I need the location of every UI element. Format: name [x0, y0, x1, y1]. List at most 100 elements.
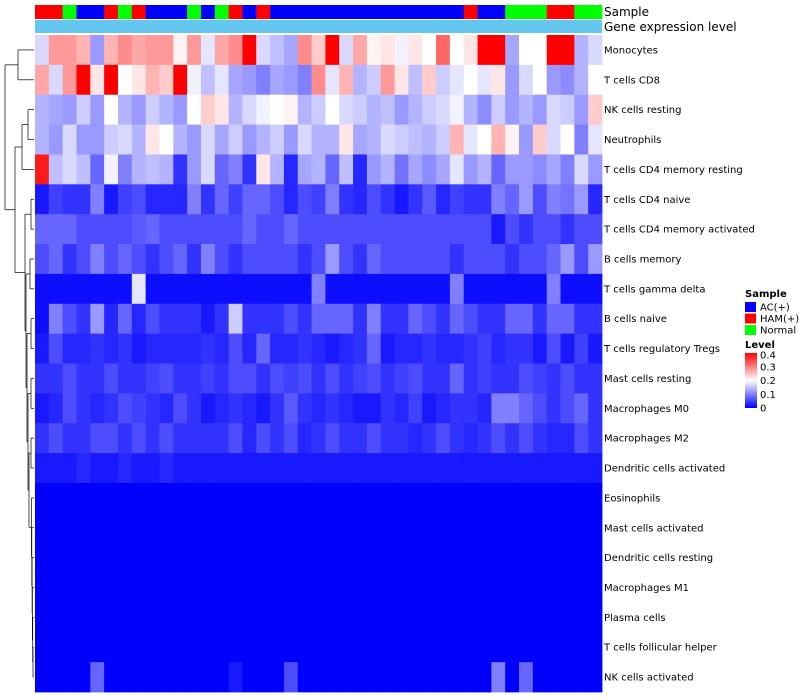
heatmap-cell — [228, 35, 243, 66]
heatmap-cell — [380, 244, 395, 275]
heatmap-cell — [588, 184, 603, 215]
legend-level-colorbar — [745, 353, 757, 408]
heatmap-cell — [436, 363, 451, 394]
heatmap-cell — [283, 393, 299, 424]
heatmap-cell — [339, 124, 354, 155]
heatmap-cell — [366, 363, 382, 394]
heatmap-cell — [159, 273, 174, 305]
heatmap-cell — [297, 632, 312, 663]
heatmap-cell — [117, 542, 133, 573]
heatmap-cell — [532, 184, 548, 215]
heatmap-cell — [325, 64, 340, 96]
sample-annotation-cell — [491, 5, 506, 19]
heatmap-cell — [574, 393, 589, 424]
heatmap-cell — [242, 35, 257, 66]
heatmap-cell — [546, 512, 561, 544]
heatmap-cell — [532, 662, 548, 693]
heatmap-cell — [62, 154, 77, 185]
heatmap-cell — [76, 333, 91, 364]
heatmap-cell — [588, 482, 603, 514]
heatmap-cell — [256, 214, 271, 245]
row-label: Dendritic cells activated — [604, 464, 725, 475]
heatmap-cell — [117, 35, 133, 66]
row-label: T cells CD4 memory resting — [603, 165, 743, 176]
heatmap-cell — [90, 244, 105, 275]
heatmap-cell — [76, 662, 91, 693]
heatmap-cell — [283, 214, 299, 245]
heatmap-cell — [560, 453, 575, 484]
heatmap-cell — [366, 512, 382, 544]
heatmap-cell — [394, 572, 409, 603]
heatmap-cell — [76, 94, 91, 125]
heatmap-cell — [283, 482, 299, 514]
heatmap-cell — [560, 363, 575, 394]
heatmap-cell — [408, 333, 423, 364]
heatmap-cell — [491, 572, 506, 603]
heatmap-cell — [366, 542, 382, 573]
heatmap-cell — [35, 94, 50, 125]
sample-annotation-cell — [339, 5, 354, 19]
heatmap-cell — [62, 273, 77, 305]
heatmap-cell — [422, 214, 437, 245]
heatmap-cell — [574, 273, 589, 305]
heatmap-cell — [200, 333, 216, 364]
heatmap-cell — [463, 393, 478, 424]
heatmap-cell — [477, 453, 492, 484]
row-label: T cells CD4 naive — [603, 195, 690, 206]
heatmap-cell — [297, 154, 312, 185]
heatmap-cell — [394, 482, 409, 514]
heatmap-cell — [187, 363, 202, 394]
heatmap-cell — [546, 35, 561, 66]
heatmap-cell — [104, 214, 119, 245]
heatmap-cell — [311, 94, 326, 125]
heatmap-cell — [117, 64, 133, 96]
heatmap-cell — [463, 124, 478, 155]
heatmap-cell — [588, 542, 603, 573]
heatmap-cell — [380, 214, 395, 245]
heatmap-cell — [256, 64, 271, 96]
heatmap-cell — [256, 393, 271, 424]
heatmap-cell — [380, 184, 395, 215]
heatmap-cell — [546, 94, 561, 125]
row-label: B cells naive — [604, 314, 667, 325]
heatmap-cell — [436, 273, 451, 305]
heatmap-cell — [353, 423, 368, 454]
heatmap-cell — [546, 482, 561, 514]
heatmap-cell — [519, 393, 534, 424]
heatmap-cell — [449, 632, 465, 663]
heatmap-cell — [574, 35, 589, 66]
heatmap-cell — [283, 632, 299, 663]
heatmap-cell — [228, 512, 243, 544]
heatmap-cell — [90, 363, 105, 394]
heatmap-cell — [463, 154, 478, 185]
heatmap-cell — [505, 273, 520, 305]
heatmap-cell — [48, 244, 64, 275]
heatmap-cell — [90, 94, 105, 125]
heatmap-cell — [519, 632, 534, 663]
heatmap-cell — [131, 124, 147, 155]
row-label: NK cells activated — [604, 673, 694, 684]
heatmap-cell — [145, 35, 160, 66]
heatmap-cell — [62, 333, 77, 364]
heatmap-cell — [449, 423, 465, 454]
heatmap-cell — [491, 333, 506, 364]
heatmap-cell — [214, 124, 230, 155]
heatmap-cell — [104, 333, 119, 364]
legend: Sample AC(+)HAM(+)Normal Level 0.40.3 0.2… — [745, 289, 799, 415]
heatmap-cell — [491, 124, 506, 155]
heatmap-cell — [477, 632, 492, 663]
heatmap-cell — [90, 423, 105, 454]
heatmap-cell — [173, 363, 188, 394]
heatmap-cell — [477, 64, 492, 96]
heatmap-cell — [311, 124, 326, 155]
legend-sample-title: Sample — [745, 289, 787, 300]
heatmap-cell — [145, 64, 160, 96]
sample-annotation-cell — [519, 5, 534, 19]
heatmap-cell — [532, 423, 548, 454]
heatmap-cell — [76, 572, 91, 603]
heatmap-cell — [200, 303, 216, 335]
heatmap-cell — [117, 94, 133, 125]
heatmap-cell — [48, 273, 64, 305]
heatmap-cell — [187, 662, 202, 693]
